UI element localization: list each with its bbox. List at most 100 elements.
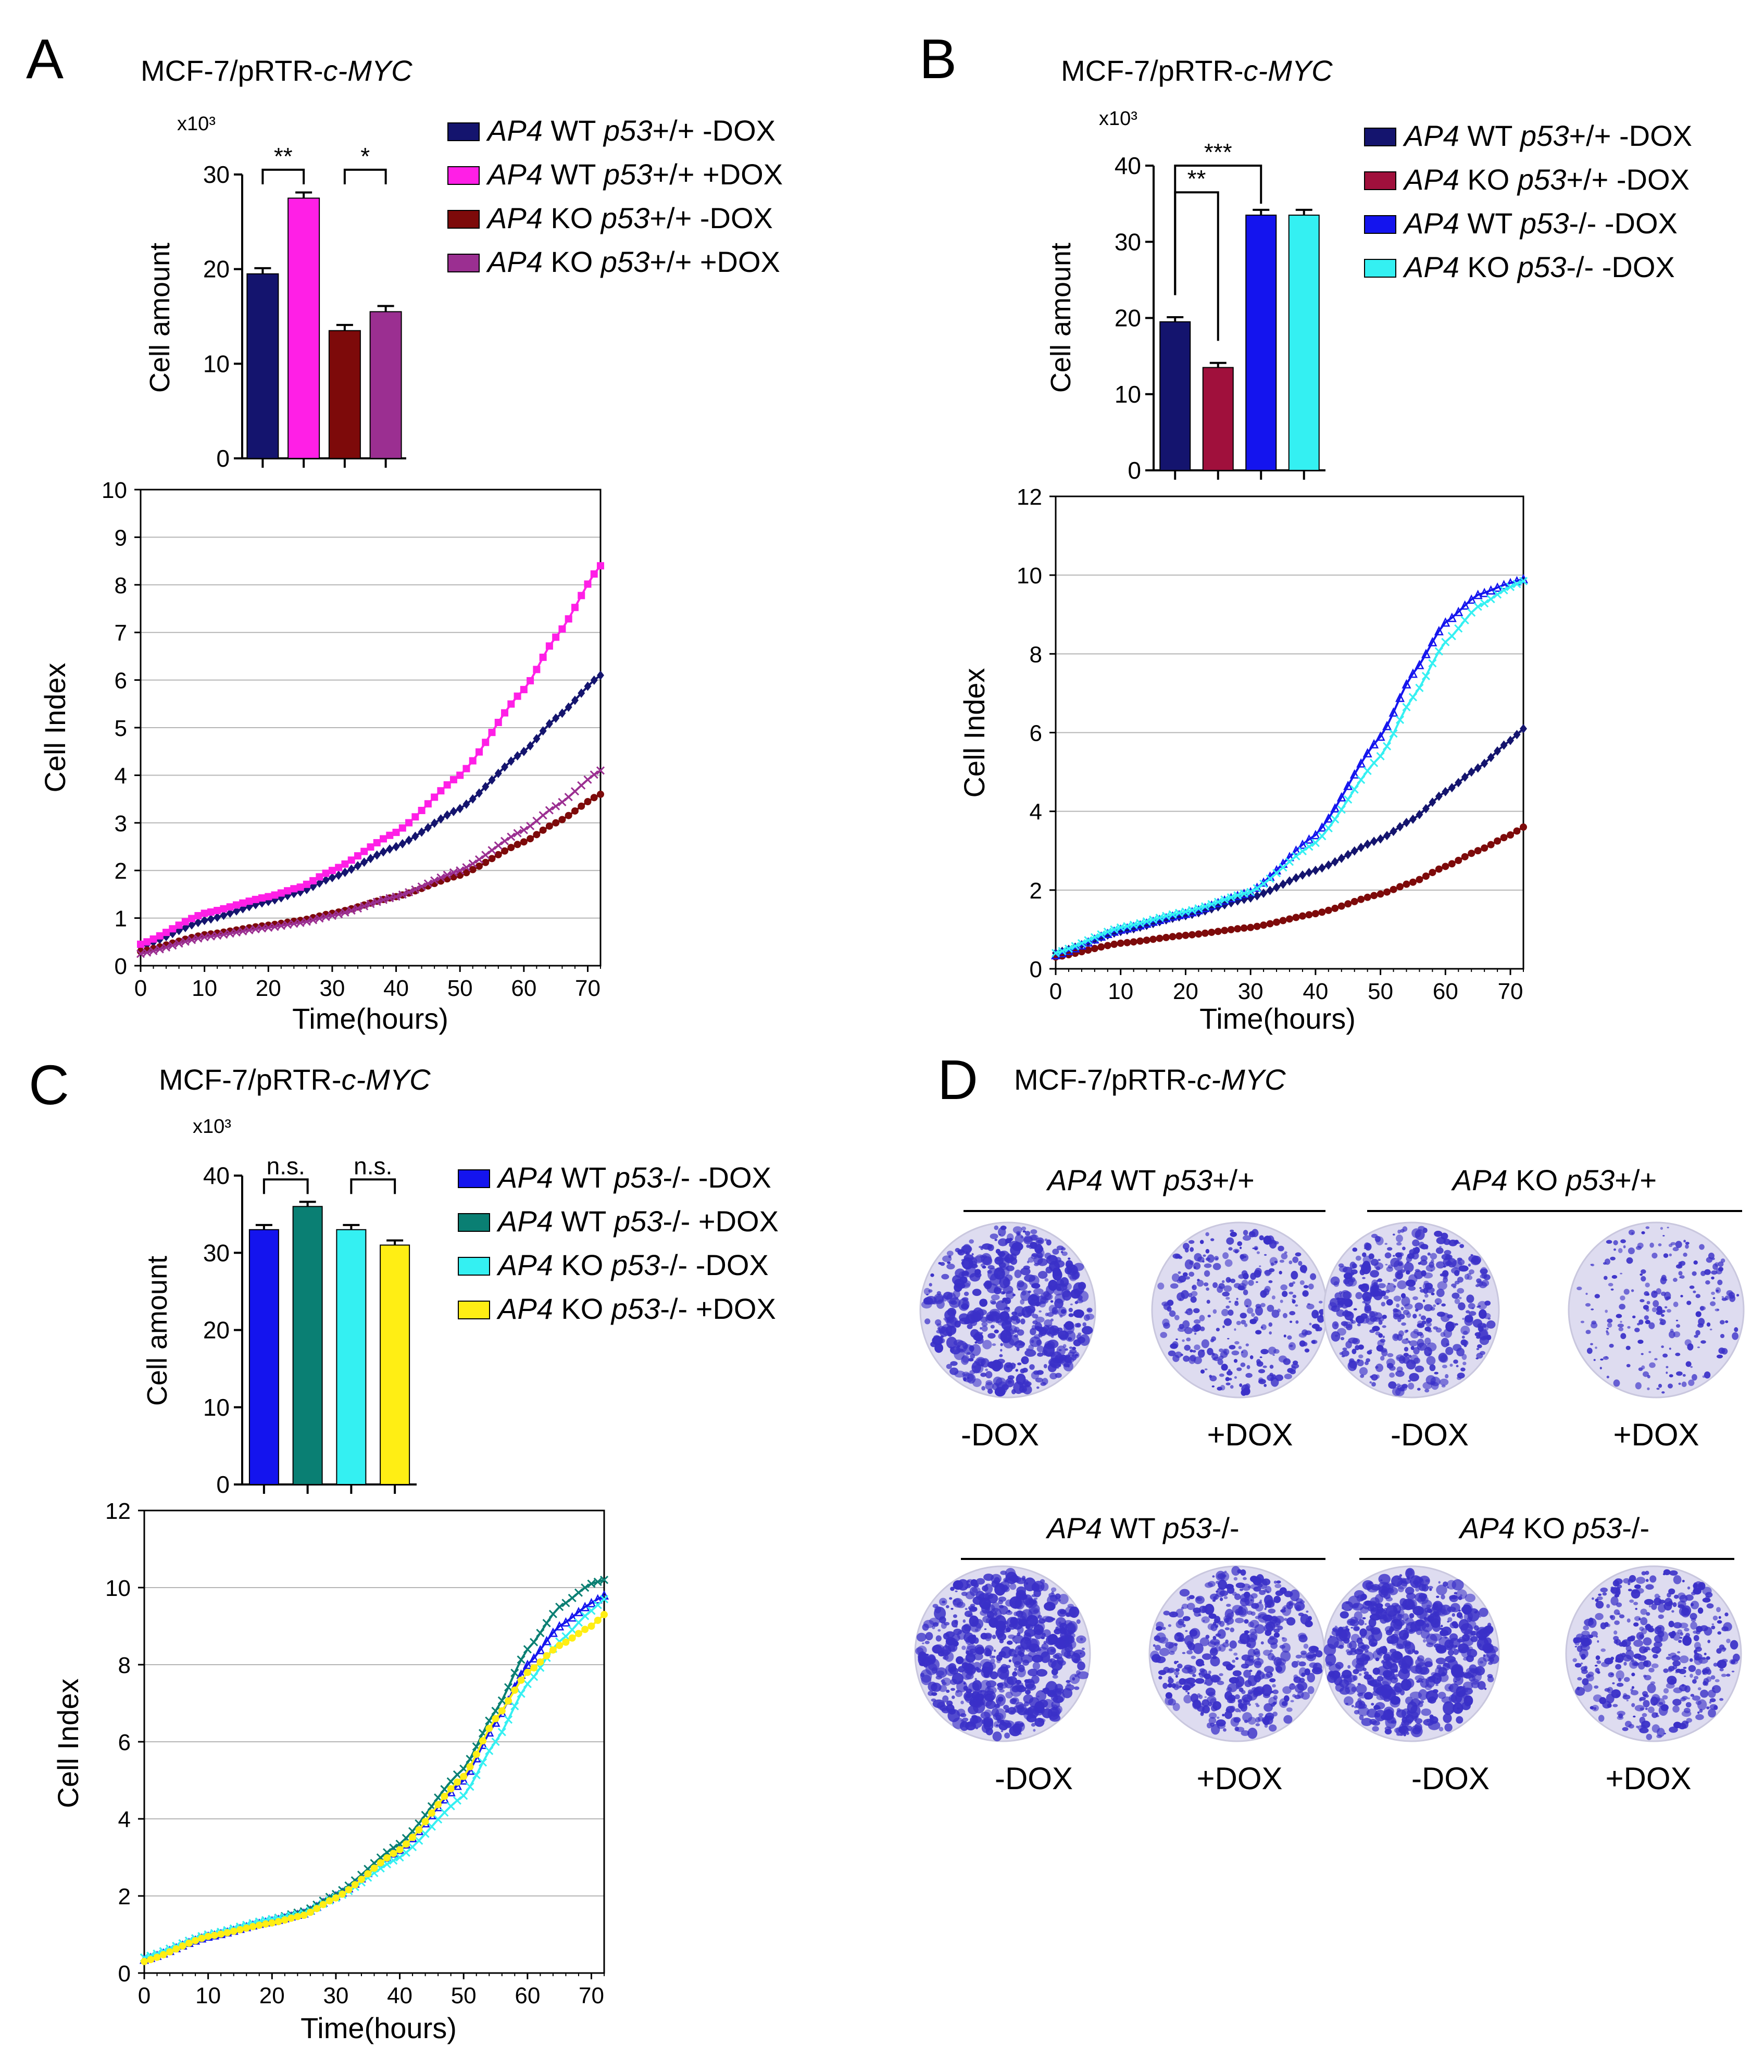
colony: [1026, 1615, 1039, 1627]
colony: [1716, 1607, 1721, 1613]
colony: [1010, 1363, 1016, 1369]
colony: [1433, 1304, 1436, 1307]
colony: [1216, 1719, 1226, 1727]
colony: [1595, 1655, 1600, 1661]
colony: [1283, 1334, 1286, 1338]
colony: [1255, 1648, 1258, 1651]
colony: [1201, 1616, 1210, 1624]
colony: [1192, 1674, 1196, 1677]
colony: [1400, 1229, 1405, 1233]
colony: [916, 1632, 927, 1642]
data-point: [568, 1634, 576, 1642]
colony: [1202, 1664, 1205, 1666]
colony: [1613, 1379, 1620, 1387]
colony: [981, 1718, 990, 1725]
colony: [1046, 1239, 1052, 1246]
colony: [1377, 1278, 1383, 1282]
colony: [1468, 1646, 1473, 1651]
colony: [1452, 1292, 1460, 1299]
data-point: [1474, 847, 1482, 855]
colony: [1082, 1322, 1086, 1327]
colony: [1344, 1696, 1354, 1706]
colony: [1283, 1715, 1293, 1724]
colony: [972, 1378, 982, 1387]
colony: [1725, 1320, 1729, 1324]
colony: [1359, 1367, 1368, 1376]
colony: [964, 1691, 973, 1701]
colony: [1229, 1648, 1233, 1652]
colony: [1409, 1711, 1419, 1718]
colony: [1683, 1707, 1691, 1714]
colony: [999, 1354, 1003, 1357]
data-point: [548, 1609, 557, 1618]
data-point: [436, 873, 445, 882]
colony: [1036, 1669, 1048, 1677]
colony: [1275, 1624, 1279, 1627]
data-point: [239, 927, 247, 935]
colony: [1668, 1601, 1673, 1606]
data-point: [402, 1840, 410, 1848]
data-point: [1234, 896, 1242, 906]
data-point: [1460, 600, 1470, 610]
colony: [1227, 1338, 1230, 1340]
legend-label-part: KO: [1459, 251, 1518, 283]
colony: [1197, 1693, 1201, 1698]
colony: [939, 1597, 947, 1606]
data-point: [159, 1951, 167, 1958]
data-point: [169, 925, 177, 933]
colony: [1194, 1332, 1197, 1335]
colony: [1633, 1715, 1636, 1718]
colony: [1204, 1604, 1215, 1615]
bar-0: [1159, 321, 1191, 471]
colony: [1223, 1728, 1227, 1732]
colony: [1419, 1314, 1421, 1317]
data-point: [1298, 870, 1306, 880]
colony: [1017, 1632, 1021, 1637]
colony: [1279, 1259, 1284, 1263]
colony: [1344, 1309, 1348, 1313]
colony: [1353, 1626, 1360, 1631]
colony: [962, 1244, 971, 1255]
colony: [1673, 1331, 1681, 1338]
colony: [928, 1681, 937, 1692]
colony: [1697, 1346, 1700, 1349]
data-point: [408, 1842, 417, 1852]
data-point: [1428, 659, 1437, 668]
colony: [1679, 1276, 1682, 1279]
colony: [1242, 1279, 1248, 1287]
colony: [1361, 1262, 1371, 1275]
colony: [1272, 1689, 1279, 1694]
colony: [1628, 1582, 1631, 1586]
colony: [1641, 1231, 1645, 1234]
legend-label-part: WT: [553, 1205, 614, 1238]
bar-1: [287, 197, 320, 459]
colony: [1387, 1264, 1393, 1269]
colony: [1263, 1650, 1271, 1656]
legend-label-part: AP4: [486, 158, 543, 191]
colony: [1683, 1667, 1687, 1669]
colony: [1041, 1690, 1044, 1692]
data-point: [545, 806, 554, 815]
colony: [1065, 1354, 1071, 1358]
colony: [1031, 1325, 1036, 1330]
colony: [1393, 1334, 1399, 1339]
legend-label-part: +/+ -DOX: [649, 202, 773, 234]
culture-plate: [1151, 1221, 1328, 1399]
colony: [1155, 1644, 1161, 1651]
data-point: [1513, 730, 1521, 740]
colony: [1370, 1290, 1381, 1297]
colony: [1225, 1377, 1230, 1381]
data-point: [1507, 735, 1515, 745]
data-point: [581, 1612, 590, 1620]
colony: [1626, 1700, 1629, 1702]
y-tick-label: 0: [1128, 457, 1141, 484]
x-tick-label: 50: [451, 1983, 477, 2008]
colony: [1357, 1323, 1361, 1327]
data-point: [549, 1646, 557, 1654]
colony: [1212, 1575, 1215, 1578]
colony: [1423, 1304, 1433, 1312]
colony: [1408, 1729, 1411, 1731]
significance-label: **: [1187, 165, 1206, 192]
colony: [1190, 1296, 1197, 1303]
colony: [1606, 1604, 1610, 1608]
